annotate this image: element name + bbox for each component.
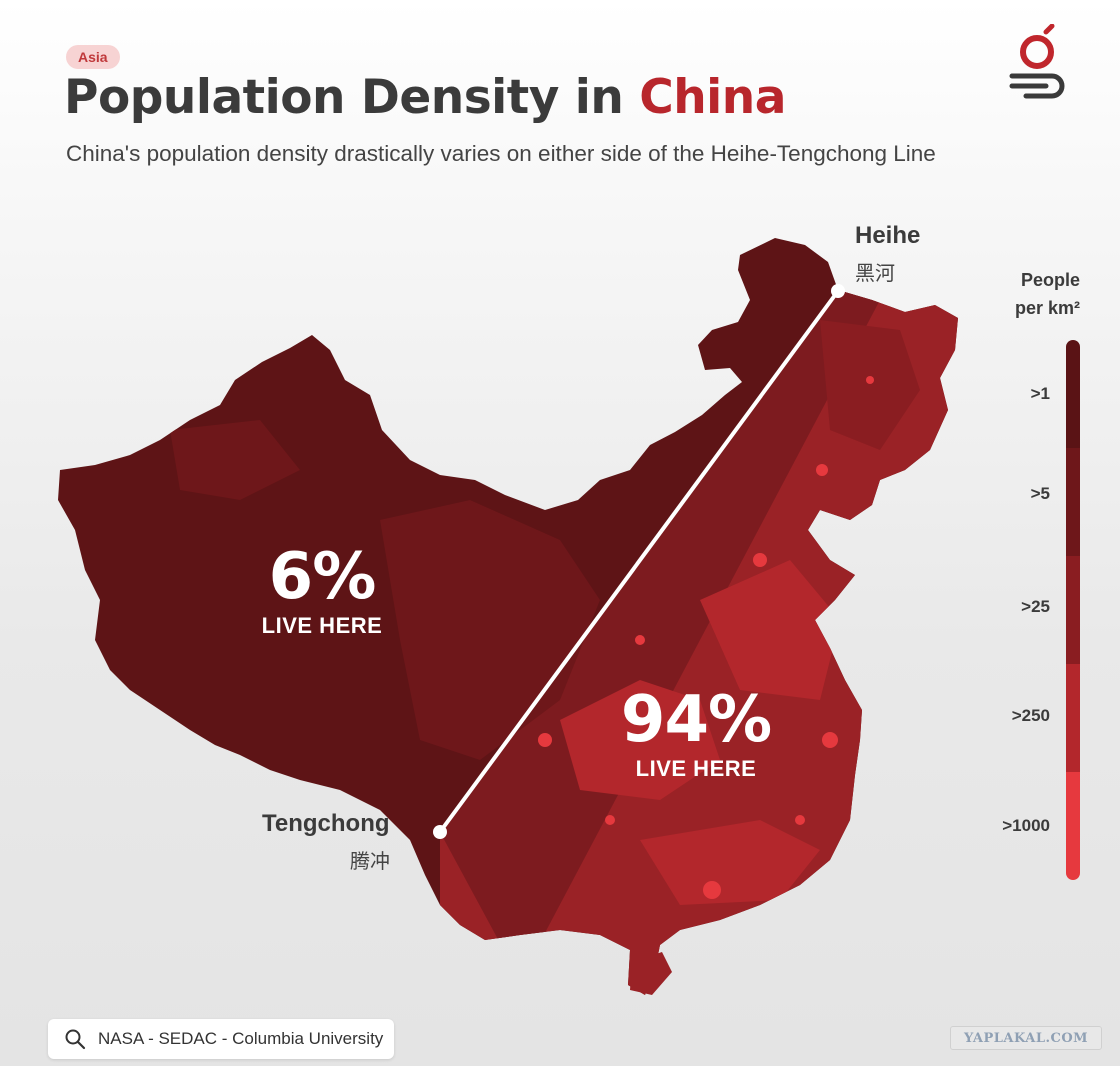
region-tag: Asia — [66, 45, 120, 69]
heihe-chinese-label: 黑河 — [855, 261, 895, 285]
legend-label: >25 — [1021, 597, 1050, 616]
source-text: NASA - SEDAC - Columbia University — [98, 1029, 384, 1048]
west-mid-patch — [170, 420, 300, 500]
heihe-label: Heihe — [855, 222, 921, 249]
title-highlight: China — [639, 70, 786, 125]
city-hotspot — [753, 553, 767, 567]
title-main: Population Density in — [64, 70, 624, 125]
legend-label: >250 — [1011, 706, 1050, 725]
dense-area — [640, 820, 820, 905]
page-subtitle: China's population density drastically v… — [66, 141, 936, 166]
city-hotspot — [605, 815, 615, 825]
legend-title: People per km² — [1015, 266, 1080, 322]
west-percent: 6% — [268, 540, 377, 614]
search-icon — [65, 1029, 86, 1050]
city-hotspot — [538, 733, 552, 747]
brand-logo-icon — [1009, 24, 1065, 99]
city-hotspot — [816, 464, 828, 476]
city-hotspot — [866, 376, 874, 384]
tengchong-marker — [433, 825, 447, 839]
hainan-island — [630, 952, 672, 995]
legend-label: >1 — [1030, 384, 1050, 403]
east-stat: 94% LIVE HERE — [596, 688, 796, 782]
city-hotspot — [635, 635, 645, 645]
legend-color-bar — [1066, 340, 1080, 880]
legend-swatch — [1066, 772, 1080, 880]
heihe-tengchong-line — [438, 289, 840, 834]
source-box: NASA - SEDAC - Columbia University — [48, 1019, 394, 1059]
east-label: LIVE HERE — [635, 756, 757, 781]
legend-title-line2: per km² — [1014, 298, 1080, 318]
city-hotspot — [703, 881, 721, 899]
transition-band — [440, 290, 880, 980]
city-hotspot — [822, 732, 838, 748]
dense-area — [560, 680, 720, 800]
watermark: YAPLAKAL.COM — [950, 1026, 1102, 1050]
heihe-marker — [831, 284, 845, 298]
west-label: LIVE HERE — [261, 613, 383, 638]
legend-swatch — [1066, 448, 1080, 556]
legend-swatch — [1066, 556, 1080, 664]
legend-label: >5 — [1030, 484, 1050, 503]
legend-label: >1000 — [1002, 816, 1050, 835]
legend-swatch — [1066, 340, 1080, 448]
page-title: Population Density in China — [64, 70, 786, 125]
west-mid-patch — [380, 500, 600, 760]
legend-swatch — [1066, 664, 1080, 772]
west-stat: 6% LIVE HERE — [222, 545, 422, 639]
tengchong-label: Tengchong — [262, 810, 390, 837]
tengchong-chinese-label: 腾冲 — [350, 849, 390, 873]
dense-area — [700, 560, 840, 700]
east-percent: 94% — [620, 683, 772, 757]
legend-title-line1: People — [1020, 270, 1080, 290]
northeast-area — [820, 320, 920, 450]
city-hotspot — [795, 815, 805, 825]
